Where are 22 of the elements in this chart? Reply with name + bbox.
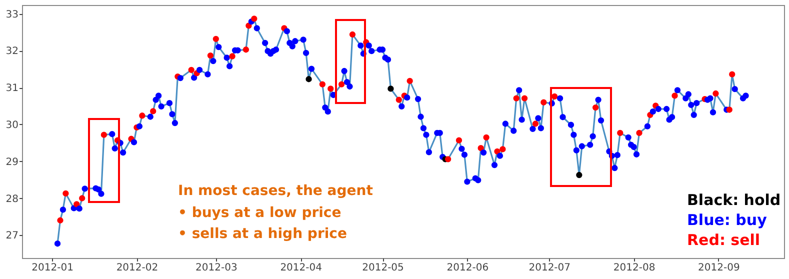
x-tick-label: 2012-07	[528, 262, 571, 274]
x-tick-label: 2012-04	[280, 262, 322, 274]
y-tick-label: 32	[6, 46, 18, 58]
x-tick-label: 2012-08	[613, 262, 656, 274]
annotation: Blue: buy	[687, 211, 768, 229]
x-tick-label: 2012-06	[446, 262, 489, 274]
annotation: In most cases, the agent	[178, 183, 374, 199]
annotation: Black: hold	[687, 191, 781, 209]
y-tick-label: 27	[6, 230, 18, 242]
y-tick-label: 30	[6, 120, 18, 131]
y-tick-label: 31	[6, 83, 18, 94]
x-tick-label: 2012-02	[116, 262, 158, 274]
annotation: • buys at a low price	[178, 205, 342, 221]
y-tick-label: 29	[6, 156, 18, 168]
x-tick-label: 2012-01	[32, 262, 74, 274]
x-tick-label: 2012-09	[698, 262, 740, 274]
y-tick-label: 33	[6, 9, 18, 20]
annotation: • sells at a high price	[178, 226, 347, 242]
x-tick-label: 2012-03	[196, 262, 238, 274]
annotation: Red: sell	[687, 231, 760, 249]
y-tick-label: 28	[6, 194, 18, 205]
x-tick-label: 2012-05	[362, 262, 404, 274]
